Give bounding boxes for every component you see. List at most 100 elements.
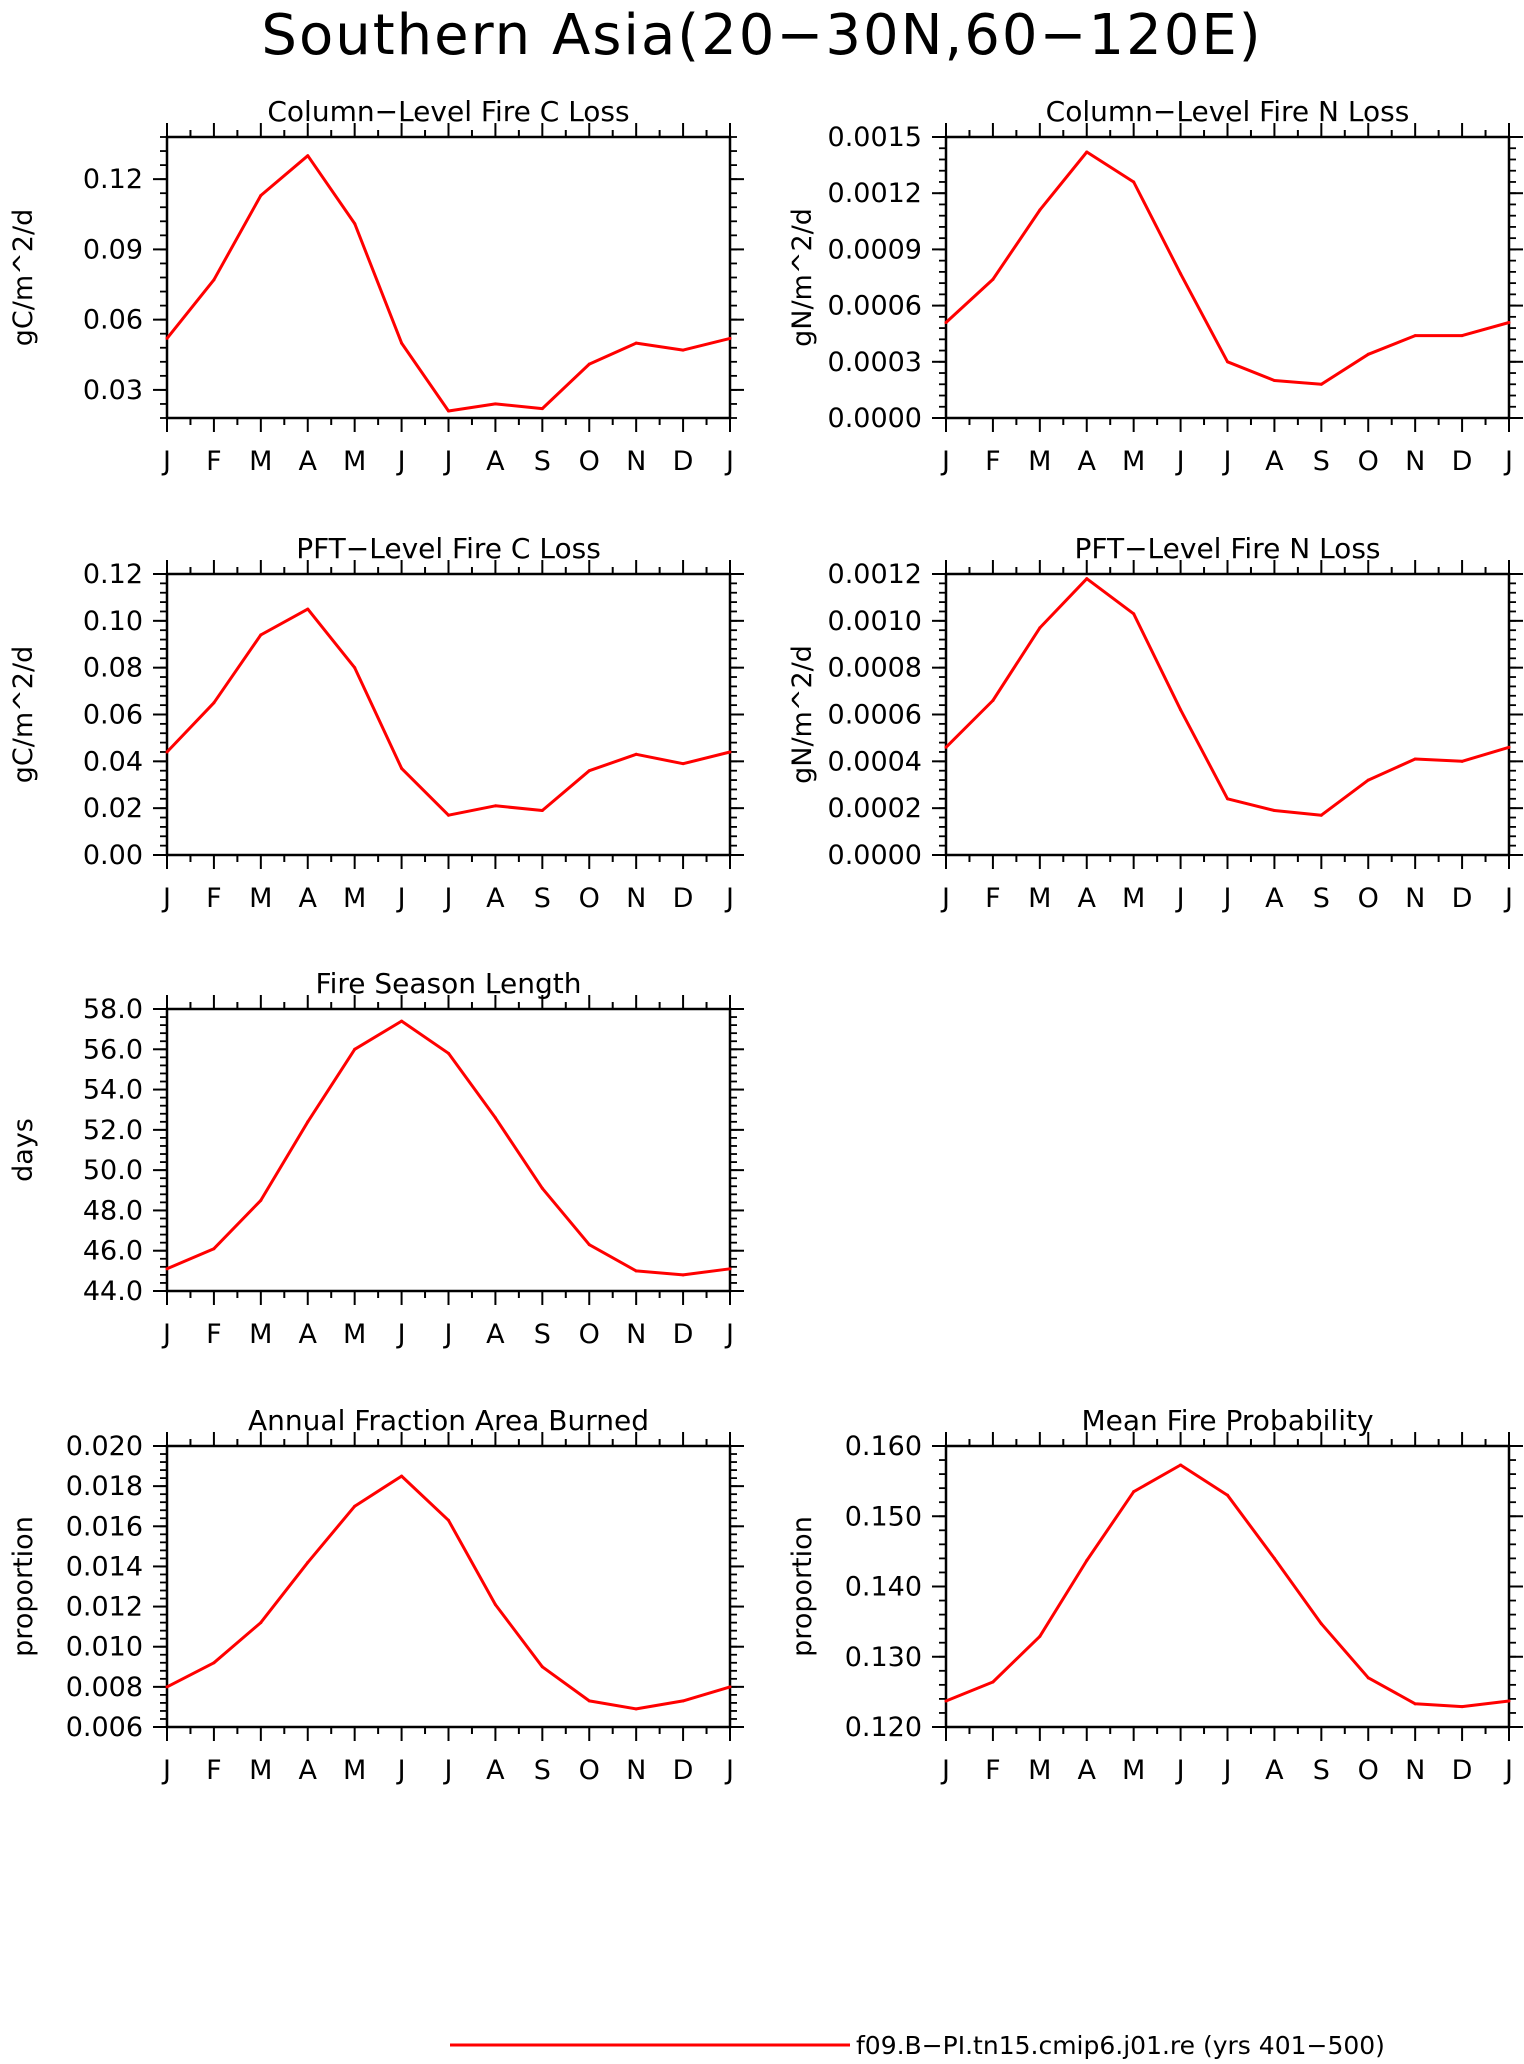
data-point	[1085, 150, 1089, 154]
chart-title: Column−Level Fire C Loss	[267, 95, 629, 128]
y-tick-label: 0.130	[845, 1642, 922, 1673]
data-point	[944, 320, 948, 324]
chart-title: Mean Fire Probability	[1081, 1404, 1373, 1437]
series-line	[945, 1463, 1510, 1709]
legend-label: f09.B−PI.tn15.cmip6.j01.re (yrs 401−500)	[856, 2031, 1385, 2060]
x-tick-label: J	[1503, 446, 1513, 477]
chart-burned: J F M A M J J A S O N D J0.0060.0080.0100.0120.0140.…	[8, 1404, 744, 1786]
y-tick-label: 0.020	[66, 1431, 143, 1462]
x-tick-label: J	[724, 883, 734, 914]
x-tick-label: F	[985, 446, 1001, 477]
legend: f09.B−PI.tn15.cmip6.j01.re (yrs 401−500)	[450, 2031, 1385, 2060]
data-point	[1319, 382, 1323, 386]
series-line	[166, 1019, 731, 1277]
data-point	[1272, 1556, 1276, 1560]
x-tick-label: M	[1028, 883, 1051, 914]
x-tick-label: N	[1405, 446, 1425, 477]
x-tick-label: O	[1358, 883, 1379, 914]
data-point	[1507, 1699, 1511, 1703]
plot-frame	[165, 1007, 732, 1293]
data-point	[1272, 379, 1276, 383]
data-point	[493, 1603, 497, 1607]
x-tick-label: M	[343, 883, 366, 914]
y-tick-label: 0.014	[66, 1551, 143, 1582]
data-point	[306, 1120, 310, 1124]
x-tick-label: J	[161, 1319, 171, 1350]
data-point	[493, 1116, 497, 1120]
x-tick-label: M	[1122, 883, 1145, 914]
data-point	[1319, 1622, 1323, 1626]
data-point	[1226, 1493, 1229, 1497]
x-tick-label: D	[673, 1755, 694, 1786]
y-tick-label: 0.0009	[828, 234, 922, 265]
chart-column-c: J F M A M J J A S O N D J0.030.060.090.12Column−Leve…	[8, 95, 744, 477]
y-tick-label: 44.0	[83, 1276, 143, 1307]
data-point	[1460, 334, 1464, 338]
data-point	[1366, 778, 1370, 782]
data-point	[991, 698, 995, 702]
x-tick-label: J	[724, 446, 734, 477]
data-point	[1132, 612, 1136, 616]
chart-title: PFT−Level Fire C Loss	[296, 532, 601, 565]
data-point	[259, 1621, 263, 1625]
series-line	[165, 154, 731, 413]
data-point	[634, 1269, 638, 1273]
chart-season: J F M A M J J A S O N D J44.046.048.050.052.054.056.…	[8, 967, 744, 1350]
data-point	[540, 407, 544, 411]
x-tick-label: O	[1358, 446, 1379, 477]
x-tick-label: J	[161, 446, 171, 477]
data-point	[447, 1051, 450, 1055]
data-point	[634, 752, 638, 756]
plot-frame	[165, 135, 732, 420]
y-axis-label: gN/m^2/d	[787, 645, 818, 784]
x-tick-label: O	[579, 1755, 600, 1786]
x-tick-label: S	[1313, 446, 1330, 477]
y-tick-label: 0.03	[83, 375, 143, 406]
y-tick-label: 0.02	[83, 793, 143, 824]
data-point	[1085, 1559, 1089, 1563]
x-tick-label: J	[1222, 1755, 1232, 1786]
x-tick-label: A	[1265, 883, 1284, 914]
x-tick-label: A	[486, 1319, 505, 1350]
y-tick-label: 0.12	[83, 164, 143, 195]
y-axis-label: gN/m^2/d	[787, 208, 818, 347]
chart-pft-c: J F M A M J J A S O N D J0.000.020.040.060.080.100.1…	[8, 532, 744, 914]
y-tick-label: 0.160	[845, 1431, 922, 1462]
x-tick-label: J	[1175, 883, 1185, 914]
page-title: Southern Asia(20−30N,60−120E)	[261, 3, 1263, 68]
y-tick-label: 0.04	[83, 746, 143, 777]
data-point	[944, 745, 948, 749]
x-tick-label: J	[396, 446, 406, 477]
data-point	[634, 341, 638, 345]
data-point	[400, 341, 404, 345]
x-tick-label: A	[1078, 883, 1097, 914]
x-tick-label: M	[1122, 1755, 1145, 1786]
data-point	[1366, 352, 1370, 356]
y-tick-label: 0.0003	[828, 347, 922, 378]
x-tick-label: J	[1175, 446, 1185, 477]
plot-frame	[944, 572, 1511, 857]
y-tick-label: 48.0	[83, 1195, 143, 1226]
data-point	[447, 1518, 450, 1522]
data-point	[991, 277, 995, 281]
y-tick-label: 54.0	[83, 1075, 143, 1106]
x-tick-label: J	[443, 1319, 453, 1350]
x-tick-label: D	[1452, 446, 1473, 477]
chart-pft-n: J F M A M J J A S O N D J0.00000.00020.00040.00060.0…	[787, 532, 1523, 914]
x-tick-label: D	[673, 446, 694, 477]
chart-title: PFT−Level Fire N Loss	[1074, 532, 1380, 565]
y-tick-label: 50.0	[83, 1155, 143, 1186]
data-point	[259, 1198, 263, 1202]
x-tick-label: J	[1175, 1755, 1185, 1786]
series-line	[944, 577, 1510, 817]
x-tick-label: N	[1405, 883, 1425, 914]
x-tick-label: N	[626, 446, 646, 477]
x-tick-label: A	[1078, 446, 1097, 477]
y-tick-label: 0.0000	[828, 403, 922, 434]
x-tick-label: M	[1028, 446, 1051, 477]
y-tick-label: 0.0012	[828, 559, 922, 590]
x-tick-label: S	[1313, 1755, 1330, 1786]
x-tick-label: M	[249, 1319, 272, 1350]
y-tick-label: 56.0	[83, 1034, 143, 1065]
x-tick-label: M	[1122, 446, 1145, 477]
